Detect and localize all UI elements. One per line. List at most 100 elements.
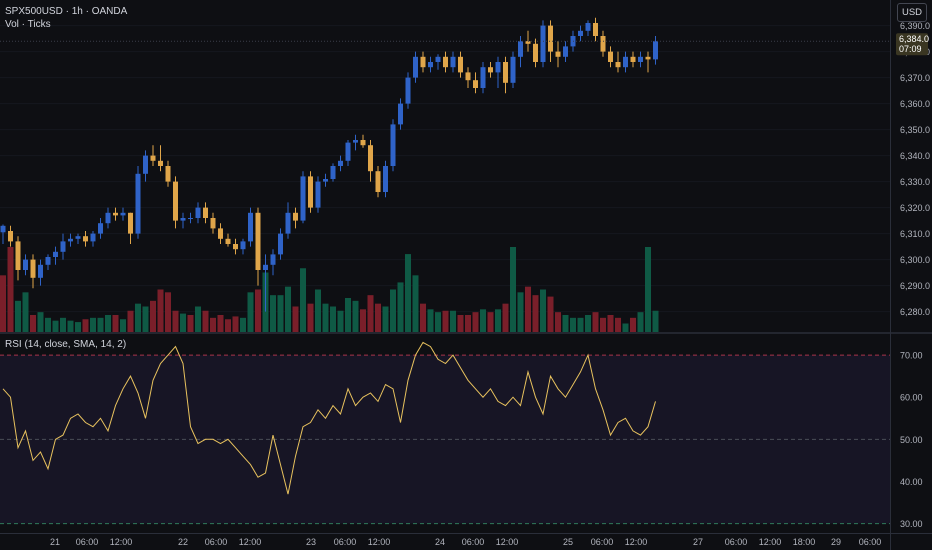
candle-body [533, 43, 538, 62]
time-tick-label: 27 [693, 537, 703, 547]
volume-bar [375, 303, 381, 332]
volume-bar [352, 300, 359, 332]
volume-bar [150, 300, 156, 332]
volume-bar [487, 312, 494, 332]
price-tick-label: 6,390.0 [900, 21, 930, 31]
time-tick-label: 06:00 [859, 537, 882, 547]
volume-bar [585, 315, 591, 332]
volume-bar [562, 315, 569, 332]
volume-bar [300, 268, 306, 332]
volume-bar [367, 295, 374, 332]
price-tick-label: 6,330.0 [900, 177, 930, 187]
volume-bar [7, 247, 14, 332]
volume-bar [75, 322, 81, 332]
candle-body [165, 166, 171, 182]
candle-body [465, 72, 471, 81]
candle-body [233, 244, 238, 250]
time-tick-label: 06:00 [334, 537, 357, 547]
volume-bar [457, 315, 464, 332]
candle-body [623, 56, 628, 68]
rsi-tick-label: 70.00 [900, 351, 923, 361]
candle-body [255, 212, 261, 270]
candle-body [443, 56, 448, 68]
candle-body [90, 233, 96, 242]
volume-bar [225, 319, 231, 332]
time-tick-label: 06:00 [205, 537, 228, 547]
volume-bar [480, 309, 486, 332]
candle-body [638, 56, 643, 62]
candle-body [105, 212, 111, 224]
candle-body [323, 179, 328, 182]
candle-body [188, 218, 193, 219]
candle-body [203, 207, 208, 218]
currency-button[interactable]: USD [897, 3, 927, 22]
candle-body [518, 41, 523, 57]
volume-bar [315, 289, 321, 332]
rsi-line [2, 341, 656, 495]
volume-bar [217, 315, 224, 332]
volume-bar [322, 303, 329, 332]
candle-body [278, 233, 283, 255]
volume-bar [412, 275, 419, 332]
candle-body [338, 160, 343, 166]
candle-body [653, 41, 658, 60]
candle-body [15, 241, 21, 270]
candle-body [308, 176, 313, 208]
volume-bar [600, 317, 606, 332]
time-tick-label: 06:00 [591, 537, 614, 547]
volume-bar [495, 309, 501, 332]
volume-legend[interactable]: Vol · Ticks [5, 19, 51, 30]
time-tick-label: 23 [306, 537, 316, 547]
price-tick-label: 6,350.0 [900, 125, 930, 135]
candle-body [210, 218, 216, 229]
candle-body [53, 251, 58, 257]
volume-bar [255, 289, 261, 332]
candle-body [98, 223, 103, 234]
rsi-tick-label: 50.00 [900, 435, 923, 445]
volume-bar [510, 247, 516, 332]
volume-bar [570, 317, 576, 332]
time-tick-label: 12:00 [239, 537, 262, 547]
candle-body [368, 145, 373, 172]
volume-bar [247, 292, 254, 332]
volume-bar [105, 315, 111, 332]
symbol-legend[interactable]: SPX500USD · 1h · OANDA [5, 6, 128, 17]
volume-bar [187, 315, 194, 332]
candle-body [248, 212, 253, 242]
candle-body [180, 218, 186, 221]
price-tick-label: 6,310.0 [900, 229, 930, 239]
candle-body [38, 264, 43, 278]
time-tick-label: 12:00 [368, 537, 391, 547]
candle-body [390, 124, 396, 166]
rsi-tick-label: 40.00 [900, 477, 923, 487]
volume-bar [622, 323, 629, 332]
candle-body [578, 30, 583, 36]
volume-bar [30, 315, 36, 332]
candle-body [330, 166, 336, 179]
candle-body [60, 241, 66, 252]
rsi-tick-label: 30.00 [900, 519, 923, 529]
candle-body [360, 140, 366, 146]
time-tick-label: 06:00 [462, 537, 485, 547]
candle-body [113, 212, 118, 216]
volume-bar [0, 275, 6, 332]
candle-body [473, 80, 478, 88]
rsi-legend[interactable]: RSI (14, close, SMA, 14, 2) [5, 339, 127, 350]
candle-body [128, 212, 133, 234]
candle-body [405, 77, 411, 104]
volume-bar [90, 317, 96, 332]
volume-bar [615, 317, 621, 332]
volume-bar [547, 296, 554, 332]
volume-bars [0, 247, 659, 332]
volume-bar [607, 315, 614, 332]
volume-bar [442, 310, 449, 332]
candle-body [315, 181, 321, 208]
volume-bar [502, 303, 509, 332]
volume-bar [210, 317, 216, 332]
volume-bar [120, 319, 126, 332]
candle-body [75, 236, 81, 239]
volume-bar [382, 306, 389, 332]
candle-body [555, 51, 561, 57]
volume-bar [405, 254, 411, 332]
